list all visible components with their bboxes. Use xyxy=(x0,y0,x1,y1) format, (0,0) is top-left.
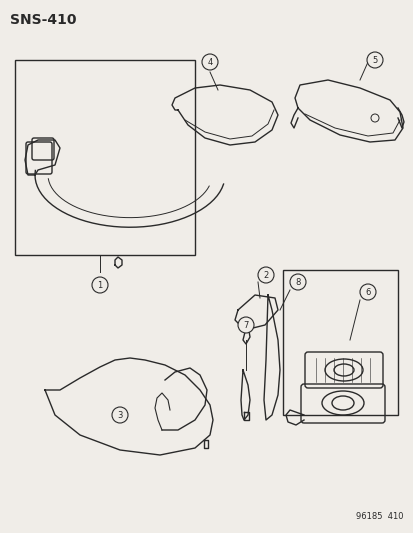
Text: 2: 2 xyxy=(263,271,268,279)
Text: SNS-410: SNS-410 xyxy=(10,13,76,27)
Circle shape xyxy=(202,54,218,70)
Circle shape xyxy=(366,52,382,68)
Circle shape xyxy=(359,284,375,300)
Text: 7: 7 xyxy=(243,320,248,329)
Bar xyxy=(15,60,195,255)
Circle shape xyxy=(289,274,305,290)
Text: 1: 1 xyxy=(97,280,102,289)
Bar xyxy=(282,270,397,415)
Circle shape xyxy=(112,407,128,423)
Circle shape xyxy=(257,267,273,283)
Text: 8: 8 xyxy=(294,278,300,287)
Text: 3: 3 xyxy=(117,410,122,419)
Text: 96185  410: 96185 410 xyxy=(356,512,403,521)
Circle shape xyxy=(92,277,108,293)
Circle shape xyxy=(237,317,254,333)
Text: 4: 4 xyxy=(207,58,212,67)
Text: 5: 5 xyxy=(371,55,377,64)
Text: 6: 6 xyxy=(364,287,370,296)
